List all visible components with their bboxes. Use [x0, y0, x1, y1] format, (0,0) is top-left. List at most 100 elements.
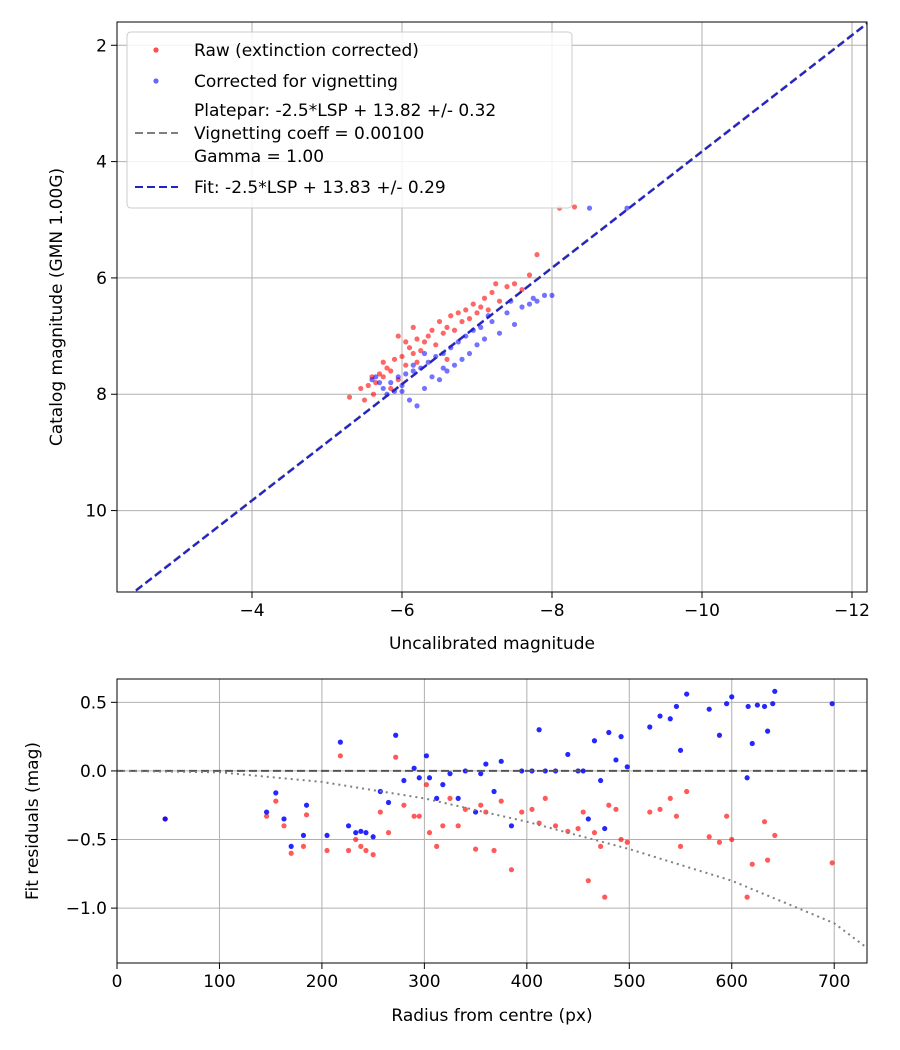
raw-point — [444, 324, 450, 330]
raw-residual-point — [385, 830, 392, 836]
corrected-residual-point — [591, 738, 598, 744]
top-y-tick-label: 8 — [96, 385, 107, 405]
raw-residual-point — [358, 843, 364, 849]
top-x-axis-label: Uncalibrated magnitude — [389, 634, 595, 654]
corrected-point — [421, 350, 428, 357]
corrected-residual-point — [761, 703, 768, 710]
bottom-raw-points — [162, 753, 835, 900]
corrected-residual-point — [536, 727, 542, 733]
raw-residual-point — [529, 806, 535, 812]
corrected-point — [421, 385, 428, 392]
raw-residual-point — [536, 820, 542, 826]
legend-platepar-line3: Gamma = 1.00 — [194, 147, 324, 167]
corrected-point — [530, 295, 536, 301]
bottom-x-axis-label: Radius from centre (px) — [391, 1006, 592, 1026]
corrected-residual-point — [745, 703, 751, 710]
raw-residual-point — [575, 825, 581, 832]
raw-point — [358, 385, 364, 392]
corrected-point — [586, 205, 593, 211]
legend-platepar-line1: Platepar: -2.5*LSP + 13.82 +/- 0.32 — [194, 101, 496, 121]
raw-point — [399, 353, 405, 360]
raw-point — [455, 310, 461, 316]
raw-residual-point — [273, 798, 279, 804]
raw-point — [365, 382, 371, 389]
raw-residual-point — [542, 795, 548, 801]
raw-point — [388, 368, 394, 374]
raw-residual-point — [598, 843, 604, 849]
corrected-point — [429, 374, 435, 380]
corrected-residual-point — [434, 795, 440, 801]
raw-point — [421, 339, 428, 345]
corrected-residual-point — [426, 775, 433, 781]
top-y-tick-label: 2 — [96, 36, 107, 56]
corrected-point — [534, 298, 540, 304]
bottom-x-tick-label: 0 — [112, 972, 123, 992]
raw-residual-point — [772, 832, 778, 839]
corrected-point — [459, 356, 465, 362]
raw-residual-point — [716, 839, 723, 845]
legend-fit-label: Fit: -2.5*LSP + 13.83 +/- 0.29 — [194, 178, 446, 198]
legend-platepar-line2: Vignetting coeff = 0.00100 — [194, 124, 424, 144]
corrected-point — [463, 333, 469, 339]
corrected-point — [403, 371, 409, 377]
corrected-point — [388, 380, 394, 386]
bottom-ticks: 0 100 200 300 400 500 600 700 0.5 0.0 −0.5 −1.0 — [66, 693, 851, 992]
corrected-residual-point — [749, 740, 755, 747]
raw-point — [463, 307, 469, 313]
raw-residual-point — [377, 809, 383, 815]
bottom-x-tick-label: 700 — [818, 972, 850, 992]
bottom-y-tick-label: −0.5 — [66, 831, 107, 851]
raw-residual-point — [508, 867, 515, 873]
raw-residual-point — [591, 830, 598, 836]
raw-residual-point — [363, 847, 369, 854]
corrected-point — [549, 292, 555, 298]
top-y-tick-label: 6 — [96, 269, 107, 289]
raw-residual-point — [370, 852, 376, 858]
raw-point — [504, 284, 510, 290]
vignetting-curve — [117, 769, 867, 949]
raw-point — [474, 310, 480, 316]
fit-line — [132, 22, 867, 592]
raw-residual-point — [829, 860, 835, 866]
raw-residual-point — [434, 843, 440, 849]
corrected-residual-point — [411, 765, 417, 771]
corrected-residual-point — [667, 716, 673, 722]
corrected-point — [466, 350, 473, 357]
corrected-residual-point — [303, 802, 310, 808]
bottom-x-tick-label: 300 — [408, 972, 440, 992]
corrected-point — [380, 385, 386, 392]
raw-point — [440, 330, 446, 336]
raw-point — [534, 252, 540, 258]
corrected-residual-point — [324, 832, 330, 839]
corrected-residual-point — [716, 732, 723, 738]
raw-residual-point — [411, 813, 417, 819]
raw-residual-point — [478, 802, 484, 808]
raw-point — [493, 281, 499, 287]
raw-point — [391, 356, 398, 362]
corrected-residual-point — [647, 724, 653, 730]
corrected-residual-point — [602, 825, 608, 832]
corrected-point — [444, 368, 450, 374]
top-legend: Raw (extinction corrected) Corrected for… — [126, 31, 573, 209]
corrected-residual-point — [288, 843, 294, 849]
raw-residual-point — [263, 813, 270, 819]
raw-point — [571, 204, 578, 210]
corrected-point — [395, 374, 401, 380]
corrected-residual-point — [478, 771, 484, 777]
raw-residual-point — [684, 788, 690, 795]
raw-residual-point — [491, 847, 497, 854]
corrected-point — [526, 301, 533, 307]
top-x-tick-label: −8 — [539, 601, 564, 621]
corrected-residual-point — [618, 734, 624, 740]
legend-raw-marker — [153, 47, 159, 53]
corrected-point — [504, 310, 510, 316]
corrected-residual-point — [423, 753, 430, 759]
raw-point — [346, 394, 353, 400]
raw-residual-point — [447, 795, 453, 801]
corrected-residual-point — [706, 706, 712, 712]
raw-point — [373, 380, 379, 386]
corrected-residual-point — [385, 799, 392, 806]
raw-point — [519, 286, 525, 293]
raw-point — [429, 327, 435, 333]
raw-point — [433, 342, 439, 348]
